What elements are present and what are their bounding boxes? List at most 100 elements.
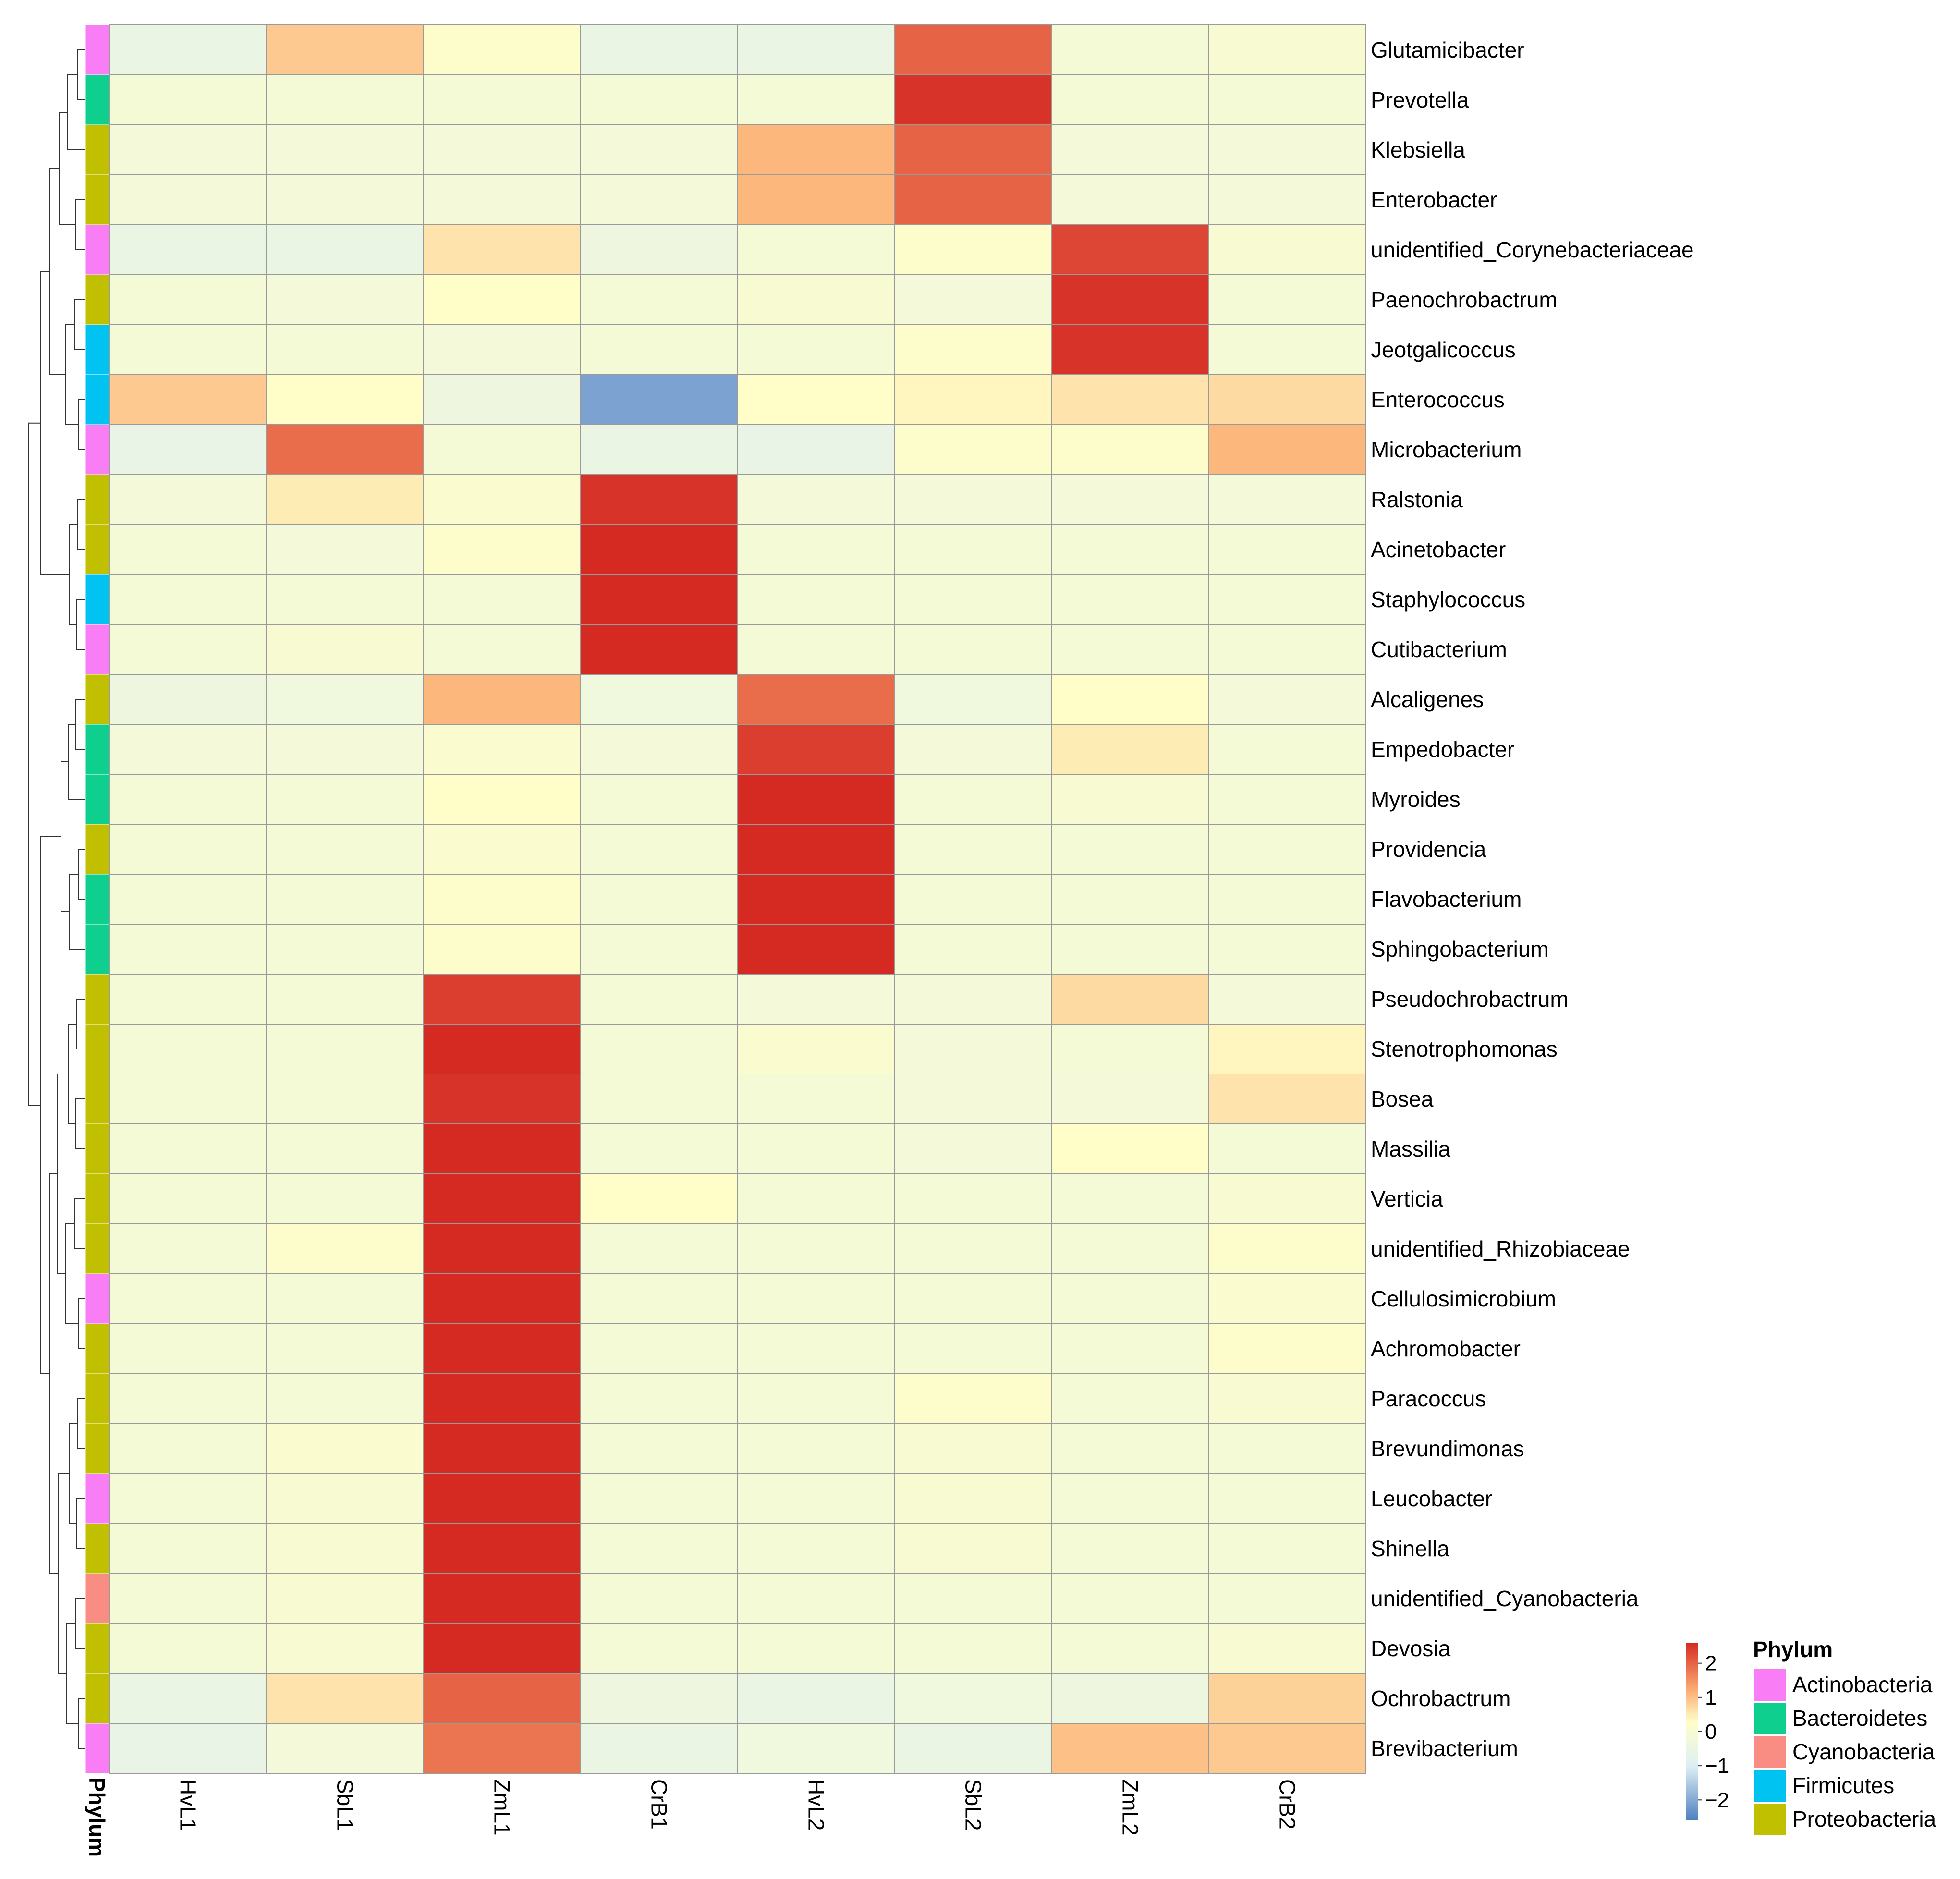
heat-cell-flavobacterium-hvl2	[737, 874, 895, 925]
heat-cell-massilia-crb1	[580, 1123, 738, 1174]
dendrogram-branch-27	[78, 1698, 85, 1749]
phylum-cell-cutibacterium	[85, 624, 110, 675]
heat-cell-stenotrophomonas-hvl2	[737, 1024, 895, 1074]
heat-cell-acinetobacter-zml1	[423, 524, 581, 575]
phylum-cell-leucobacter	[85, 1473, 110, 1524]
heat-cell-pseudochrobactrum-hvl1	[109, 974, 267, 1025]
heat-cell-glutamicibacter-crb1	[580, 24, 738, 75]
col-label-sbl1: SbL1	[333, 1779, 358, 1830]
heat-cell-achromobacter-crb1	[580, 1323, 738, 1374]
phylum-cell-sphingobacterium	[85, 924, 110, 975]
row-label-sphingobacterium: Sphingobacterium	[1371, 937, 1549, 962]
heat-cell-paracoccus-sbl2	[894, 1373, 1052, 1424]
heat-cell-shinella-crb2	[1208, 1523, 1366, 1574]
heat-cell-providencia-crb2	[1208, 824, 1366, 875]
heat-cell-providencia-sbl1	[266, 824, 424, 875]
heat-cell-acinetobacter-sbl1	[266, 524, 424, 575]
heat-cell-empedobacter-sbl1	[266, 724, 424, 775]
phylum-cell-brevibacterium	[85, 1723, 110, 1774]
heat-cell-devosia-hvl2	[737, 1623, 895, 1674]
heat-cell-bosea-zml1	[423, 1074, 581, 1124]
heat-cell-myroides-hvl1	[109, 774, 267, 825]
heat-cell-jeotgalicoccus-hvl2	[737, 324, 895, 375]
heat-cell-prevotella-sbl2	[894, 74, 1052, 125]
phylum-cell-klebsiella	[85, 124, 110, 175]
row-label-empedobacter: Empedobacter	[1371, 737, 1514, 762]
dendrogram-branch-24	[76, 1498, 85, 1549]
color-scale-tick-label: 0	[1705, 1720, 1717, 1744]
phylum-cell-unidentified-rhizobiaceae	[85, 1223, 110, 1274]
heat-cell-alcaligenes-hvl2	[737, 674, 895, 725]
heat-cell-glutamicibacter-sbl2	[894, 24, 1052, 75]
phylum-cell-glutamicibacter	[85, 24, 110, 75]
heat-cell-cellulosimicrobium-crb2	[1208, 1273, 1366, 1324]
phylum-cell-shinella	[85, 1523, 110, 1574]
heat-cell-empedobacter-hvl2	[737, 724, 895, 775]
dendrogram-branch-20	[78, 1298, 85, 1349]
heat-cell-devosia-sbl2	[894, 1623, 1052, 1674]
color-scale-legend: 2 1 0 −1 −2	[1686, 1643, 1729, 1820]
phylum-cell-cellulosimicrobium	[85, 1273, 110, 1324]
heat-cell-sphingobacterium-zml2	[1051, 924, 1209, 975]
heat-cell-enterococcus-sbl2	[894, 374, 1052, 425]
row-label-shinella: Shinella	[1371, 1536, 1449, 1561]
heat-cell-cutibacterium-hvl1	[109, 624, 267, 675]
row-label-brevibacterium: Brevibacterium	[1371, 1736, 1518, 1761]
dendrogram-branch-13	[78, 849, 85, 900]
row-label-enterococcus: Enterococcus	[1371, 387, 1505, 412]
dendrogram-branch-2	[75, 199, 85, 250]
heat-cell-alcaligenes-zml1	[423, 674, 581, 725]
row-labels: Glutamicibacter Prevotella Klebsiella Enter…	[1371, 37, 1694, 1761]
row-label-klebsiella: Klebsiella	[1371, 137, 1465, 162]
heat-cell-klebsiella-zml2	[1051, 124, 1209, 175]
heat-cell-stenotrophomonas-zml1	[423, 1024, 581, 1074]
heat-cell-cellulosimicrobium-sbl2	[894, 1273, 1052, 1324]
heat-cell-brevundimonas-hvl1	[109, 1423, 267, 1474]
phylum-cell-alcaligenes	[85, 674, 110, 725]
phylum-cell-pseudochrobactrum	[85, 974, 110, 1025]
heat-cell-unidentified-corynebacteriaceae-zml2	[1051, 224, 1209, 275]
heat-cell-ralstonia-sbl2	[894, 474, 1052, 525]
heat-cell-alcaligenes-hvl1	[109, 674, 267, 725]
heat-cell-massilia-hvl1	[109, 1123, 267, 1174]
heat-cell-myroides-sbl1	[266, 774, 424, 825]
heat-cell-ralstonia-crb2	[1208, 474, 1366, 525]
phylum-strip-label: Phylum	[85, 1777, 110, 1857]
heat-cell-unidentified-corynebacteriaceae-zml1	[423, 224, 581, 275]
heat-cell-paracoccus-hvl1	[109, 1373, 267, 1424]
heat-cell-enterococcus-crb1	[580, 374, 738, 425]
heat-cell-massilia-zml2	[1051, 1123, 1209, 1174]
heat-cell-unidentified-corynebacteriaceae-sbl2	[894, 224, 1052, 275]
color-scale-tick-label: 1	[1705, 1686, 1717, 1709]
heat-cell-unidentified-rhizobiaceae-crb2	[1208, 1223, 1366, 1274]
heat-cell-empedobacter-zml2	[1051, 724, 1209, 775]
heat-cell-cellulosimicrobium-hvl1	[109, 1273, 267, 1324]
heat-cell-sphingobacterium-hvl1	[109, 924, 267, 975]
row-dendrogram	[28, 49, 85, 1749]
heat-cell-verticia-sbl1	[266, 1173, 424, 1224]
row-label-unidentified-corynebacteriaceae: unidentified_Corynebacteriaceae	[1371, 237, 1694, 262]
dendrogram-branch-28	[66, 1623, 79, 1724]
phylum-cell-achromobacter	[85, 1323, 110, 1374]
heat-cell-cutibacterium-zml1	[423, 624, 581, 675]
heat-cell-cutibacterium-sbl2	[894, 624, 1052, 675]
heat-cell-brevibacterium-hvl2	[737, 1723, 895, 1774]
heat-cell-leucobacter-hvl2	[737, 1473, 895, 1524]
row-label-unidentified-rhizobiaceae: unidentified_Rhizobiaceae	[1371, 1236, 1630, 1261]
phylum-cell-staphylococcus	[85, 574, 110, 625]
row-label-unidentified-cyanobacteria: unidentified_Cyanobacteria	[1371, 1586, 1639, 1611]
heat-cell-myroides-zml1	[423, 774, 581, 825]
heat-cell-enterococcus-crb2	[1208, 374, 1366, 425]
row-label-leucobacter: Leucobacter	[1371, 1486, 1492, 1511]
heat-cell-enterococcus-sbl1	[266, 374, 424, 425]
heat-cell-unidentified-corynebacteriaceae-sbl1	[266, 224, 424, 275]
phylum-cell-enterococcus	[85, 374, 110, 425]
heat-cell-prevotella-zml2	[1051, 74, 1209, 125]
dendrogram-branch-17	[75, 1098, 85, 1149]
row-label-cutibacterium: Cutibacterium	[1371, 637, 1507, 662]
heat-cell-flavobacterium-crb1	[580, 874, 738, 925]
heat-cell-verticia-zml1	[423, 1173, 581, 1224]
heat-cell-unidentified-cyanobacteria-sbl2	[894, 1573, 1052, 1624]
heat-cell-unidentified-rhizobiaceae-sbl1	[266, 1223, 424, 1274]
